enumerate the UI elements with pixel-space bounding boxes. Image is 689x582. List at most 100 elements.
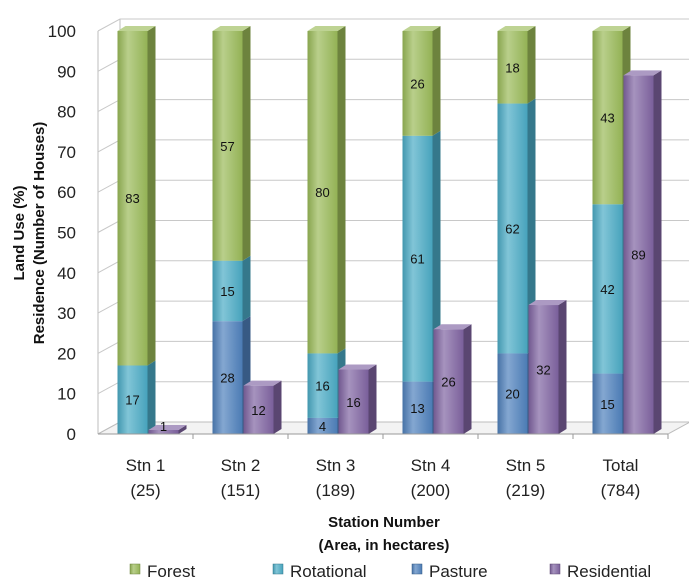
bar-pasture-3-front [307,417,338,434]
data-label-residential-4: 26 [441,375,455,390]
bar-residential-5 [528,300,567,434]
bar-residential-1-side [178,424,187,434]
bar-residential-4-side [463,324,472,434]
y-tick-label: 70 [57,143,76,162]
bar-rotational-1-front [117,365,148,434]
bar-residential-5-side [558,300,567,434]
x-axis-subtitle: (Area, in hectares) [319,537,450,554]
bar-pasture-5-front [497,353,528,434]
data-label-forest-1: 83 [125,191,139,206]
bar-residential-3 [338,364,377,434]
legend-label: Forest [147,562,195,581]
bar-forest-2-top [212,26,251,31]
legend-swatch [129,563,141,575]
data-label-pasture-6: 15 [600,397,614,412]
bar-rotational-5-side [527,98,536,354]
data-label-residential-5: 32 [536,363,550,378]
axes-layer: 0 10 20 30 40 50 60 70 80 90 100 Stn 1 (25) Stn 2 (151… [11,22,669,554]
bar-residential-6-top [623,70,662,76]
bar-forest-4 [402,26,441,136]
bar-forest-1-front [117,31,148,366]
bar-forest-1 [117,26,156,366]
data-label-pasture-4: 13 [410,401,424,416]
x-category-label: Stn 1 [126,456,166,475]
y-tick-label: 80 [57,103,76,122]
bar-rotational-3-front [307,353,338,418]
data-label-forest-5: 18 [505,60,519,75]
bar-forest-5-front [497,31,528,104]
bar-pasture-4-front [402,381,433,434]
bar-residential-2 [243,380,282,434]
x-category-label: Stn 3 [316,456,356,475]
legend-item-residential: Residential [549,562,651,581]
bar-forest-4-side [432,26,441,136]
bar-rotational-3 [307,348,346,418]
bar-forest-1-top [117,26,156,31]
data-labels-layer: 17 83 1 28 15 57 12 4 16 80 16 13 61 26 26 20 62 18 32 15 42… [125,60,645,434]
y-axis-subtitle: Residence (Number of Houses) [31,122,48,345]
x-category-label: Stn 2 [221,456,261,475]
bars-layer [117,26,662,434]
bar-residential-1-front [148,429,179,434]
bar-forest-3 [307,26,346,354]
bar-forest-3-front [307,31,338,354]
data-label-forest-4: 26 [410,76,424,91]
data-label-forest-3: 80 [315,185,329,200]
bar-residential-1-top [148,424,187,430]
bar-pasture-2-front [212,321,243,434]
bar-pasture-6-front [592,373,623,434]
bar-rotational-2 [212,255,251,322]
bar-forest-4-front [402,31,433,136]
bar-residential-4-top [433,324,472,330]
bar-residential-3-front [338,369,369,434]
x-category-label: Stn 4 [411,456,451,475]
bar-rotational-4 [402,130,441,382]
bar-residential-2-side [273,380,282,434]
legend: Forest Rotational Pasture Residential [129,562,651,581]
x-axis-title: Station Number [328,514,440,531]
bar-residential-3-top [338,364,377,370]
gridline [97,18,689,32]
data-label-forest-6: 43 [600,111,614,126]
data-label-residential-3: 16 [346,395,360,410]
data-label-pasture-5: 20 [505,387,519,402]
bar-rotational-4-front [402,135,433,382]
bar-forest-1-side [147,26,156,366]
legend-item-rotational: Rotational [272,562,367,581]
y-tick-label: 100 [48,22,76,41]
data-label-residential-2: 12 [251,403,265,418]
bar-forest-6-top [592,26,631,31]
bar-residential-2-front [243,385,274,434]
bar-forest-2 [212,26,251,261]
bar-rotational-2-front [212,260,243,322]
x-category-sub-label: (25) [130,481,160,500]
bar-residential-4 [433,324,472,434]
data-label-residential-1: 1 [160,419,167,434]
legend-label: Rotational [290,562,367,581]
bar-residential-2-top [243,380,282,386]
bar-forest-3-top [307,26,346,31]
data-label-rotational-4: 61 [410,252,424,267]
bar-rotational-5-front [497,103,528,354]
data-label-pasture-2: 28 [220,371,234,386]
bar-residential-6 [623,70,662,434]
bar-forest-4-top [402,26,441,31]
data-label-pasture-3: 4 [319,419,326,434]
y-tick-label: 20 [57,344,76,363]
legend-swatch [272,563,284,575]
y-tick-label: 30 [57,304,76,323]
x-category-sub-label: (784) [601,481,641,500]
x-category-sub-label: (189) [316,481,356,500]
y-tick-label: 0 [67,425,76,444]
bar-rotational-4-side [432,130,441,382]
bar-residential-4-front [433,329,464,434]
y-tick-label: 60 [57,183,76,202]
y-tick-label: 90 [57,62,76,81]
data-label-rotational-1: 17 [125,393,139,408]
x-category-label: Total [603,456,639,475]
bar-forest-2-side [242,26,251,261]
bar-rotational-2-side [242,255,251,322]
x-category-sub-label: (151) [221,481,261,500]
bar-forest-5 [497,26,536,104]
